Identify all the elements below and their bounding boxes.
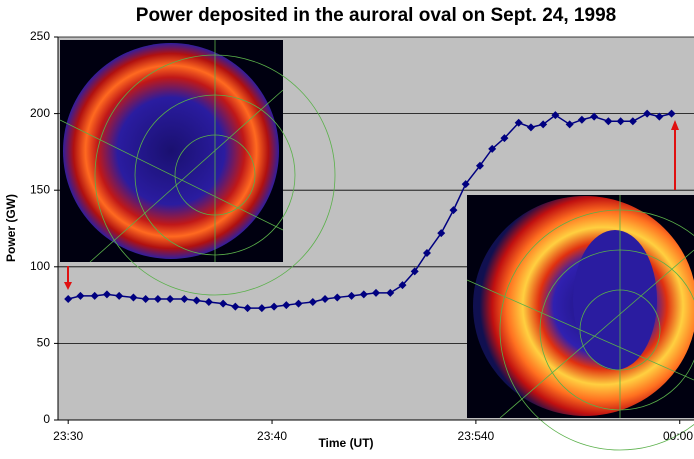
data-point — [166, 294, 175, 303]
data-point — [551, 111, 560, 120]
chart-title: Power deposited in the auroral oval on S… — [136, 5, 616, 26]
data-point — [141, 294, 150, 303]
inset-image — [466, 195, 694, 451]
data-point — [153, 294, 162, 303]
data-point — [102, 290, 111, 299]
data-point — [475, 161, 484, 170]
data-point — [590, 112, 599, 121]
data-point — [449, 206, 458, 215]
data-point — [526, 123, 535, 132]
x-tick-label: 23:540 — [458, 429, 495, 443]
y-tick-label: 100 — [30, 259, 50, 273]
data-point — [422, 249, 431, 258]
data-point — [219, 299, 228, 308]
data-point — [643, 109, 652, 118]
x-tick-label: 23:30 — [53, 429, 83, 443]
data-point — [76, 291, 85, 300]
data-point — [461, 180, 470, 189]
data-point — [565, 120, 574, 129]
data-point — [115, 291, 124, 300]
y-tick-label: 50 — [37, 336, 51, 350]
data-point — [604, 117, 613, 126]
y-tick-label: 200 — [30, 106, 50, 120]
data-point — [192, 296, 201, 305]
data-point — [257, 304, 266, 313]
data-point — [488, 144, 497, 153]
y-tick-label: 150 — [30, 182, 50, 196]
data-point — [333, 293, 342, 302]
y-tick-label: 250 — [30, 29, 50, 43]
data-point — [655, 112, 664, 121]
data-point — [577, 115, 586, 124]
data-point — [616, 117, 625, 126]
x-tick-label: 23:40 — [257, 429, 287, 443]
data-point — [500, 134, 509, 143]
inset-image — [59, 40, 336, 296]
data-point — [270, 302, 279, 311]
data-point — [204, 298, 213, 307]
data-point — [243, 304, 252, 313]
data-point — [282, 301, 291, 310]
data-point — [398, 281, 407, 290]
data-point — [90, 291, 99, 300]
data-point — [539, 120, 548, 129]
data-point — [231, 302, 240, 311]
x-axis-label: Time (UT) — [318, 436, 373, 450]
arrow — [64, 120, 679, 290]
data-point — [347, 291, 356, 300]
data-point — [667, 109, 676, 118]
data-point — [308, 298, 317, 307]
data-point — [359, 290, 368, 299]
data-point — [628, 117, 637, 126]
data-point — [129, 293, 138, 302]
x-tick-label: 00:00 — [663, 429, 693, 443]
y-tick-label: 0 — [43, 412, 50, 426]
data-point — [372, 288, 380, 297]
y-axis-label: Power (GW) — [4, 194, 18, 262]
data-point — [64, 294, 73, 303]
data-point — [294, 299, 303, 308]
data-point — [437, 229, 446, 238]
data-point — [321, 294, 330, 303]
data-point — [386, 288, 395, 297]
data-point — [514, 118, 523, 127]
data-point — [410, 267, 419, 276]
data-point — [180, 294, 189, 303]
